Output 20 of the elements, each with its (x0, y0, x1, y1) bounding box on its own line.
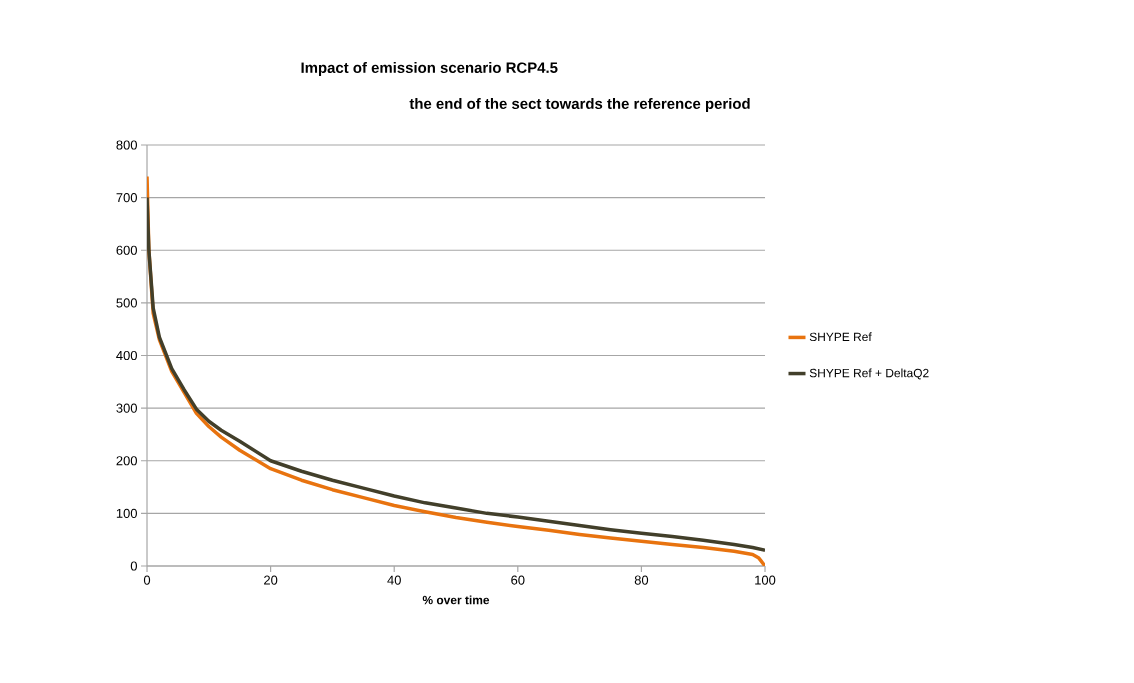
x-tick-label: 80 (634, 575, 649, 585)
x-tick-label: 20 (264, 575, 278, 585)
y-tick-label: 800 (116, 140, 137, 150)
y-tick-label: 0 (130, 561, 137, 571)
chart-subtitle: the end of the sect towards the reference period (409, 98, 750, 112)
x-axis-title: % over time (422, 595, 490, 605)
x-tick-label: 100 (755, 575, 776, 585)
y-tick-label: 400 (116, 350, 137, 361)
x-tick-label: 60 (511, 575, 525, 585)
chart-title: Impact of emission scenario RCP4.5 (301, 62, 558, 76)
x-tick-label: 40 (387, 575, 401, 585)
y-tick-label: 200 (116, 456, 137, 466)
y-tick-label: 600 (116, 245, 137, 255)
legend-label: SHYPE Ref (809, 332, 872, 342)
y-tick-label: 700 (116, 193, 137, 203)
y-tick-label: 100 (116, 508, 137, 518)
y-tick-label: 300 (116, 403, 137, 413)
x-tick-label: 0 (143, 575, 151, 585)
y-tick-label: 500 (116, 298, 137, 308)
legend-label: SHYPE Ref + DeltaQ2 (809, 368, 929, 380)
